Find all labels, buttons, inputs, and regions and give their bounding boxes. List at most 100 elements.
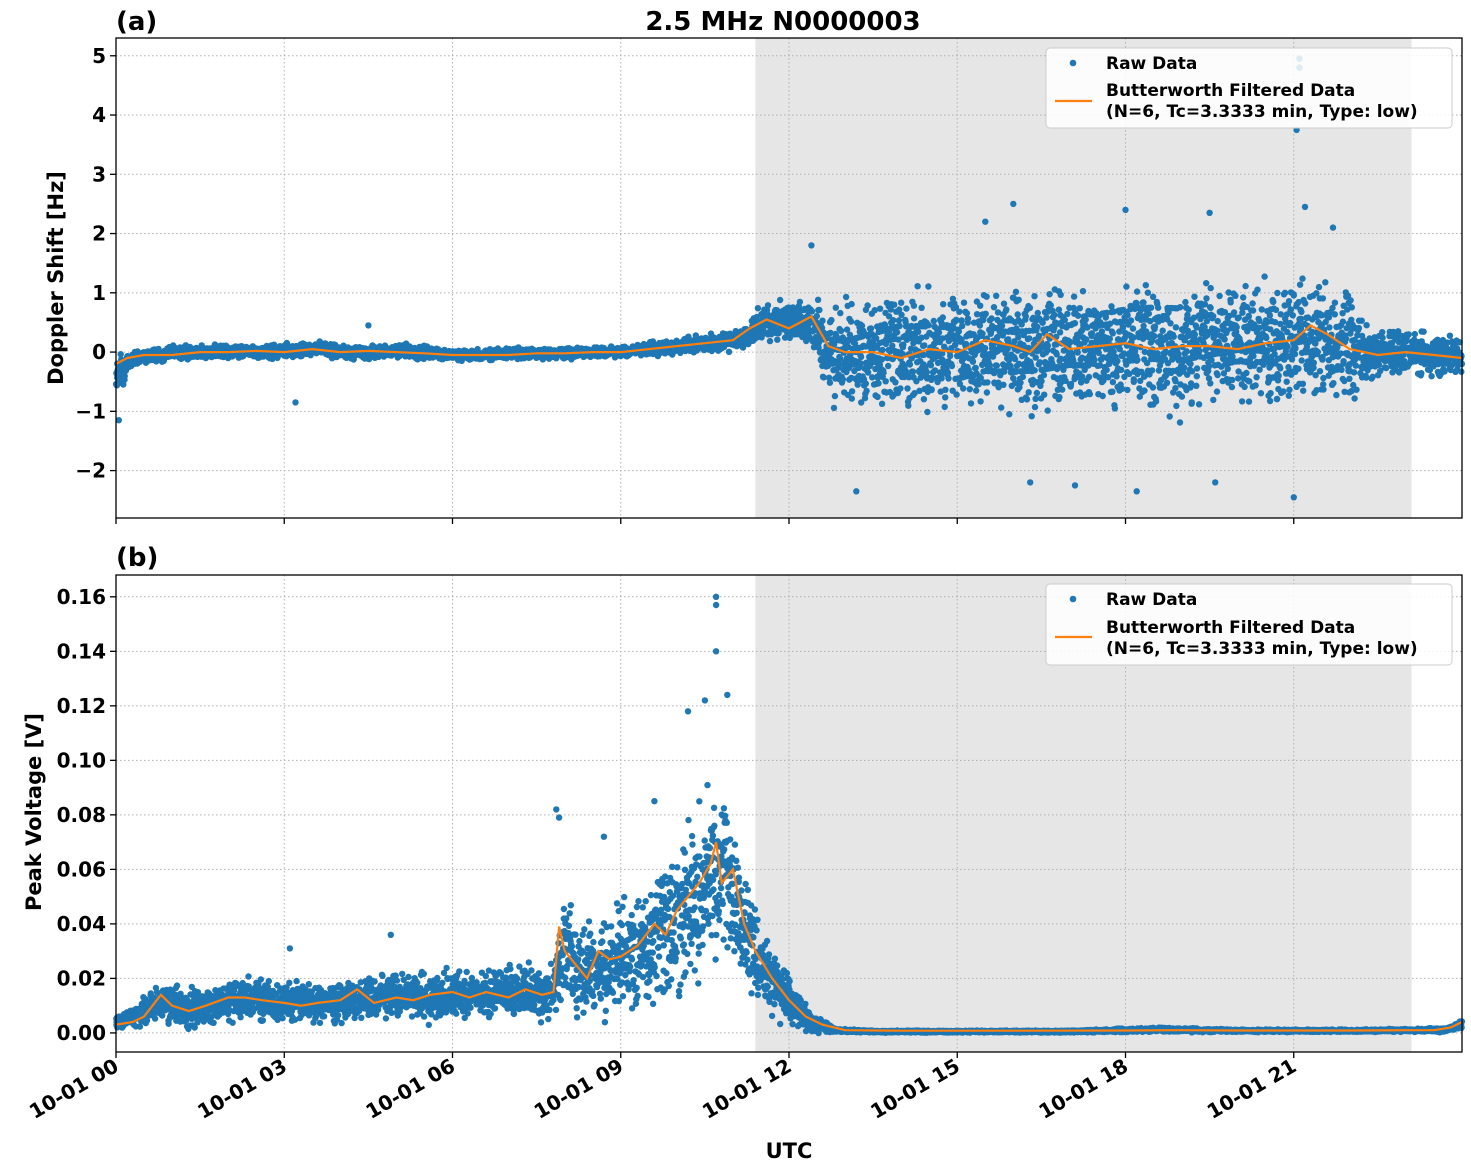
raw-data-point [1340,358,1347,365]
raw-data-point [1257,390,1265,397]
raw-data-point [1148,367,1156,374]
raw-data-point [1170,333,1177,340]
raw-data-point [1245,312,1252,320]
raw-data-point [914,283,921,290]
raw-data-point [925,322,932,329]
raw-data-point [1123,283,1130,290]
raw-data-point [920,396,928,403]
raw-data-point [993,292,1000,299]
raw-data-point [895,317,903,324]
raw-data-point [1176,419,1184,426]
raw-data-point [1235,375,1242,382]
raw-data-point [1012,288,1020,295]
raw-data-point [966,386,973,393]
raw-data-point [1193,365,1201,372]
raw-data-point [1287,306,1295,313]
raw-data-point [1243,369,1250,377]
raw-data-point [953,391,960,398]
raw-data-point [1187,360,1194,368]
raw-data-point [1283,378,1290,385]
raw-data-point [1183,348,1190,355]
raw-data-point [982,310,989,317]
raw-data-point [1166,413,1173,420]
raw-data-point [1298,357,1305,364]
raw-data-point [1270,298,1277,305]
raw-data-point [1182,321,1190,328]
raw-data-point [1238,398,1246,405]
raw-data-point [967,400,975,407]
raw-data-point [1083,336,1090,343]
raw-data-point [1286,319,1294,327]
raw-data-point [842,293,850,301]
raw-data-point [1233,324,1240,331]
raw-data-point [874,393,881,401]
raw-data-point [269,355,276,363]
raw-data-point [1273,395,1281,403]
raw-data-point [885,362,892,370]
raw-data-point [1299,380,1307,387]
raw-data-point [903,305,910,312]
raw-data-point [1350,369,1358,376]
raw-data-point [882,378,889,385]
raw-data-point [1253,374,1260,381]
raw-data-point [1252,382,1259,389]
raw-data-point [1140,299,1147,306]
raw-data-point [1375,361,1383,368]
raw-data-point [1163,379,1171,386]
raw-data-point [1203,295,1210,302]
raw-data-point [964,315,972,322]
raw-data-point [813,312,820,320]
raw-data-point [1133,288,1141,295]
raw-data-point [1314,348,1322,356]
raw-data-point [1106,335,1114,343]
raw-data-point [1119,323,1127,331]
raw-data-point [1249,300,1256,307]
raw-data-point [1275,372,1282,379]
raw-data-point [1022,313,1029,320]
raw-data-point [905,402,912,409]
raw-data-point [1000,381,1007,388]
raw-data-point [1193,382,1200,389]
raw-data-point [1333,391,1340,399]
raw-data-point [1263,334,1270,342]
raw-data-point [1177,304,1184,311]
raw-data-point [1319,295,1327,302]
raw-data-point [1195,401,1203,408]
raw-data-point [1167,320,1174,327]
raw-data-point [939,314,946,321]
raw-data-point [947,352,954,359]
raw-data-point [1346,375,1353,382]
raw-data-point [1246,378,1253,385]
raw-data-point [1031,293,1038,300]
raw-data-point [890,317,897,324]
raw-data-point [1330,380,1337,387]
raw-data-point [1056,329,1064,336]
raw-data-point [1064,310,1071,318]
raw-data-point [972,364,979,372]
raw-data-point [906,361,914,368]
raw-data-point [1091,356,1098,364]
raw-data-point [1134,356,1141,364]
raw-data-point [862,380,869,387]
raw-data-point [1249,307,1257,314]
raw-data-point [1059,386,1066,393]
raw-data-point [1292,345,1299,352]
raw-data-point [1173,402,1180,410]
raw-data-point [1149,384,1157,391]
raw-data-point [959,322,966,330]
raw-data-point [1074,312,1082,319]
raw-data-point [1351,395,1358,402]
raw-data-point [941,403,948,411]
raw-data-point [1353,386,1360,393]
raw-data-point [1290,292,1298,299]
raw-data-point [1039,319,1046,326]
raw-data-point [725,348,733,355]
raw-data-point [814,296,822,303]
raw-data-point [878,400,886,407]
raw-data-point [1051,311,1058,319]
raw-data-point [1221,336,1228,343]
raw-data-point [963,310,971,317]
raw-data-point [928,386,935,394]
raw-data-point [1379,334,1386,341]
